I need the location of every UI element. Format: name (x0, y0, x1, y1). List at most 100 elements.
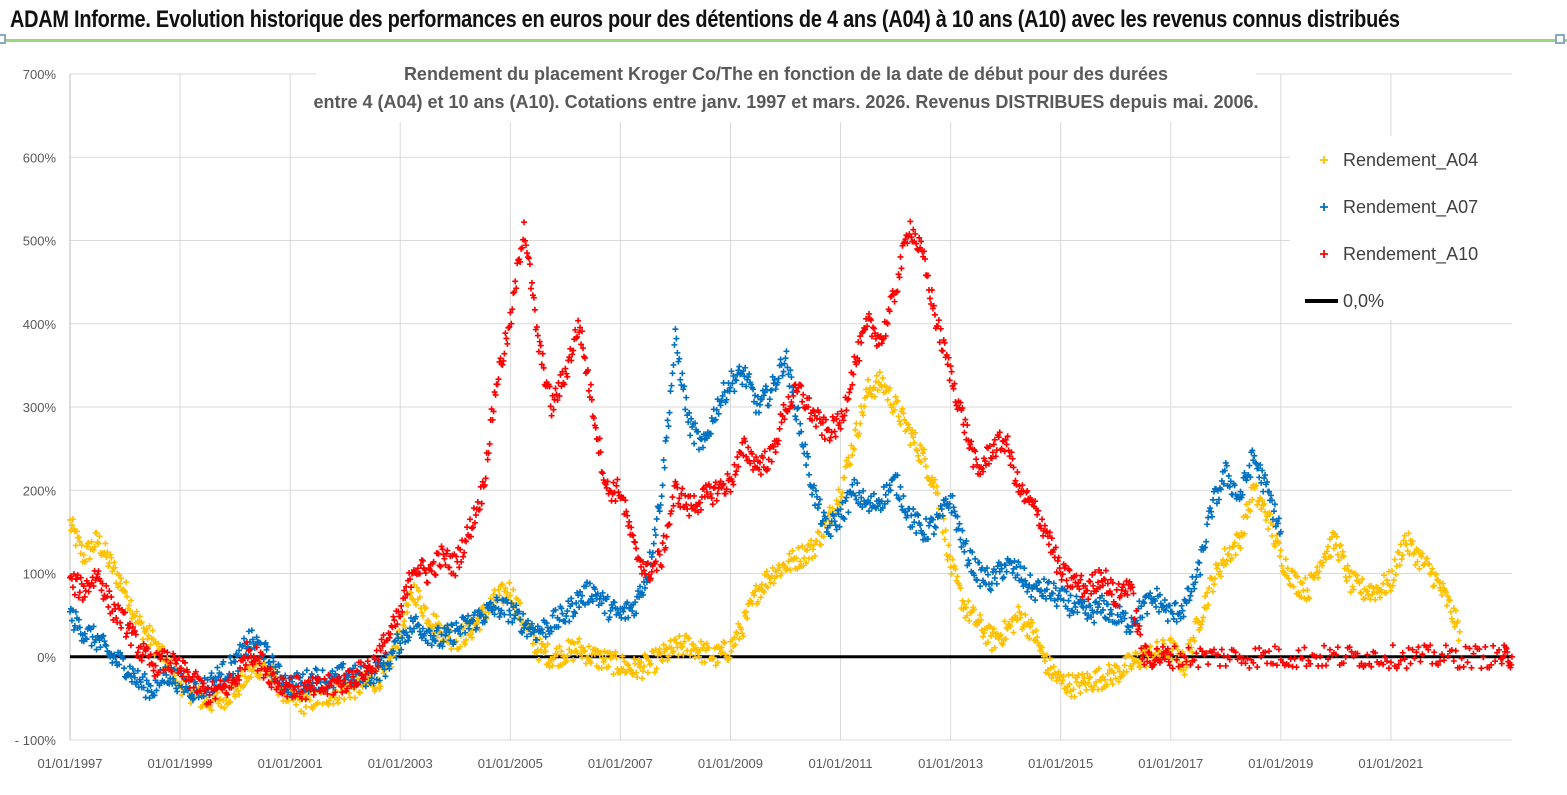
data-point-a07 (1107, 606, 1114, 613)
data-point-a10 (1492, 658, 1499, 665)
data-point-a04 (850, 445, 857, 452)
data-point-a07 (438, 631, 445, 638)
data-point-a04 (786, 550, 793, 557)
data-point-a04 (215, 700, 222, 707)
data-point-a07 (1207, 505, 1214, 512)
data-point-a04 (705, 644, 712, 651)
data-point-a07 (240, 635, 247, 642)
data-point-a10 (380, 632, 387, 639)
data-point-a10 (503, 335, 510, 342)
data-point-a07 (435, 624, 442, 631)
data-point-a04 (952, 566, 959, 573)
data-point-a10 (387, 630, 394, 637)
data-point-a10 (468, 525, 475, 532)
data-point-a10 (587, 381, 594, 388)
data-point-a10 (781, 416, 788, 423)
data-point-a04 (624, 661, 631, 668)
data-point-a04 (1439, 591, 1446, 598)
data-point-a07 (683, 394, 690, 401)
data-point-a10 (1085, 596, 1092, 603)
data-point-a04 (377, 683, 384, 690)
data-point-a10 (357, 659, 364, 666)
data-point-a07 (786, 383, 793, 390)
data-point-a04 (112, 564, 119, 571)
data-point-a10 (106, 588, 113, 595)
data-point-a04 (891, 406, 898, 413)
data-point-a07 (517, 616, 524, 623)
data-point-a07 (386, 665, 393, 672)
data-point-a04 (395, 645, 402, 652)
data-point-a07 (680, 386, 687, 393)
data-point-a10 (138, 657, 145, 664)
data-point-a07 (1087, 602, 1094, 609)
data-point-a04 (1291, 569, 1298, 576)
data-point-a10 (522, 237, 529, 244)
data-point-a10 (711, 484, 718, 491)
data-point-a07 (465, 612, 472, 619)
data-point-a07 (745, 374, 752, 381)
data-point-a07 (1259, 467, 1266, 474)
data-point-a10 (623, 508, 630, 515)
data-point-a10 (722, 490, 729, 497)
data-point-a10 (794, 388, 801, 395)
data-point-a07 (750, 386, 757, 393)
data-point-a10 (821, 436, 828, 443)
data-point-a07 (72, 608, 79, 615)
data-point-a07 (748, 381, 755, 388)
data-point-a04 (1228, 555, 1235, 562)
data-point-a07 (632, 599, 639, 606)
data-point-a10 (1401, 656, 1408, 663)
data-point-a10 (299, 688, 306, 695)
data-point-a10 (1326, 646, 1333, 653)
data-point-a10 (930, 302, 937, 309)
data-point-a04 (1442, 589, 1449, 596)
data-point-a10 (341, 672, 348, 679)
data-point-a04 (1302, 574, 1309, 581)
data-point-a10 (580, 345, 587, 352)
data-point-a10 (419, 557, 426, 564)
data-point-a07 (689, 423, 696, 430)
data-point-a04 (696, 653, 703, 660)
data-point-a07 (458, 623, 465, 630)
data-point-a04 (554, 651, 561, 658)
data-point-a07 (998, 565, 1005, 572)
data-point-a04 (102, 540, 109, 547)
data-point-a04 (1446, 597, 1453, 604)
data-point-a07 (89, 633, 96, 640)
data-point-a10 (508, 320, 515, 327)
data-point-a10 (77, 574, 84, 581)
data-point-a07 (730, 373, 737, 380)
data-point-a10 (1395, 661, 1402, 668)
data-point-a07 (233, 651, 240, 658)
data-point-a07 (503, 596, 510, 603)
data-point-a04 (1129, 654, 1136, 661)
data-point-a04 (1365, 592, 1372, 599)
data-point-a07 (440, 638, 447, 645)
data-point-a04 (758, 581, 765, 588)
data-point-a04 (1320, 559, 1327, 566)
data-point-a07 (860, 487, 867, 494)
data-point-a04 (1359, 576, 1366, 583)
data-point-a07 (662, 437, 669, 444)
data-point-a04 (1198, 621, 1205, 628)
y-tick-label: - 100% (15, 733, 57, 748)
data-point-a10 (733, 468, 740, 475)
data-point-a10 (1214, 651, 1221, 658)
data-point-a10 (1285, 662, 1292, 669)
data-point-a10 (656, 551, 663, 558)
data-point-a04 (820, 533, 827, 540)
data-point-a07 (925, 536, 932, 543)
data-point-a07 (1237, 488, 1244, 495)
data-point-a07 (601, 610, 608, 617)
data-point-a04 (860, 412, 867, 419)
data-point-a10 (686, 512, 693, 519)
report-banner: ADAM Informe. Evolution historique des p… (0, 0, 1567, 44)
data-point-a10 (1034, 511, 1041, 518)
data-point-a10 (1078, 572, 1085, 579)
data-point-a04 (1112, 675, 1119, 682)
data-point-a10 (940, 337, 947, 344)
data-point-a07 (406, 634, 413, 641)
data-point-a10 (281, 686, 288, 693)
data-point-a10 (691, 492, 698, 499)
data-point-a04 (240, 682, 247, 689)
